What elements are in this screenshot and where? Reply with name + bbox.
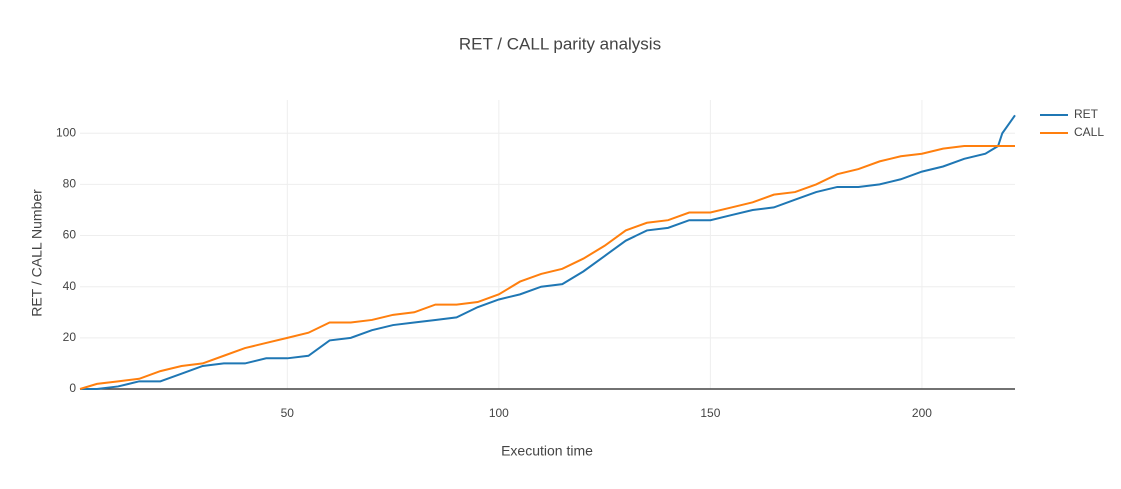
legend-label: CALL [1074,125,1104,139]
y-tick-label: 20 [63,330,77,344]
x-axis-title: Execution time [501,443,593,459]
x-tick-label: 200 [912,406,932,420]
y-axis-title: RET / CALL Number [29,189,45,317]
series-line [80,114,1016,390]
chart-title: RET / CALL parity analysis [459,34,661,53]
legend-label: RET [1074,107,1099,121]
y-tick-label: 0 [69,381,76,395]
x-tick-label: 50 [281,406,295,420]
y-tick-label: 60 [63,228,77,242]
x-tick-label: 100 [489,406,509,420]
series-line [79,145,1015,390]
y-tick-label: 100 [56,125,76,139]
x-tick-label: 150 [700,406,720,420]
y-tick-label: 40 [63,279,77,293]
y-tick-label: 80 [63,177,77,191]
